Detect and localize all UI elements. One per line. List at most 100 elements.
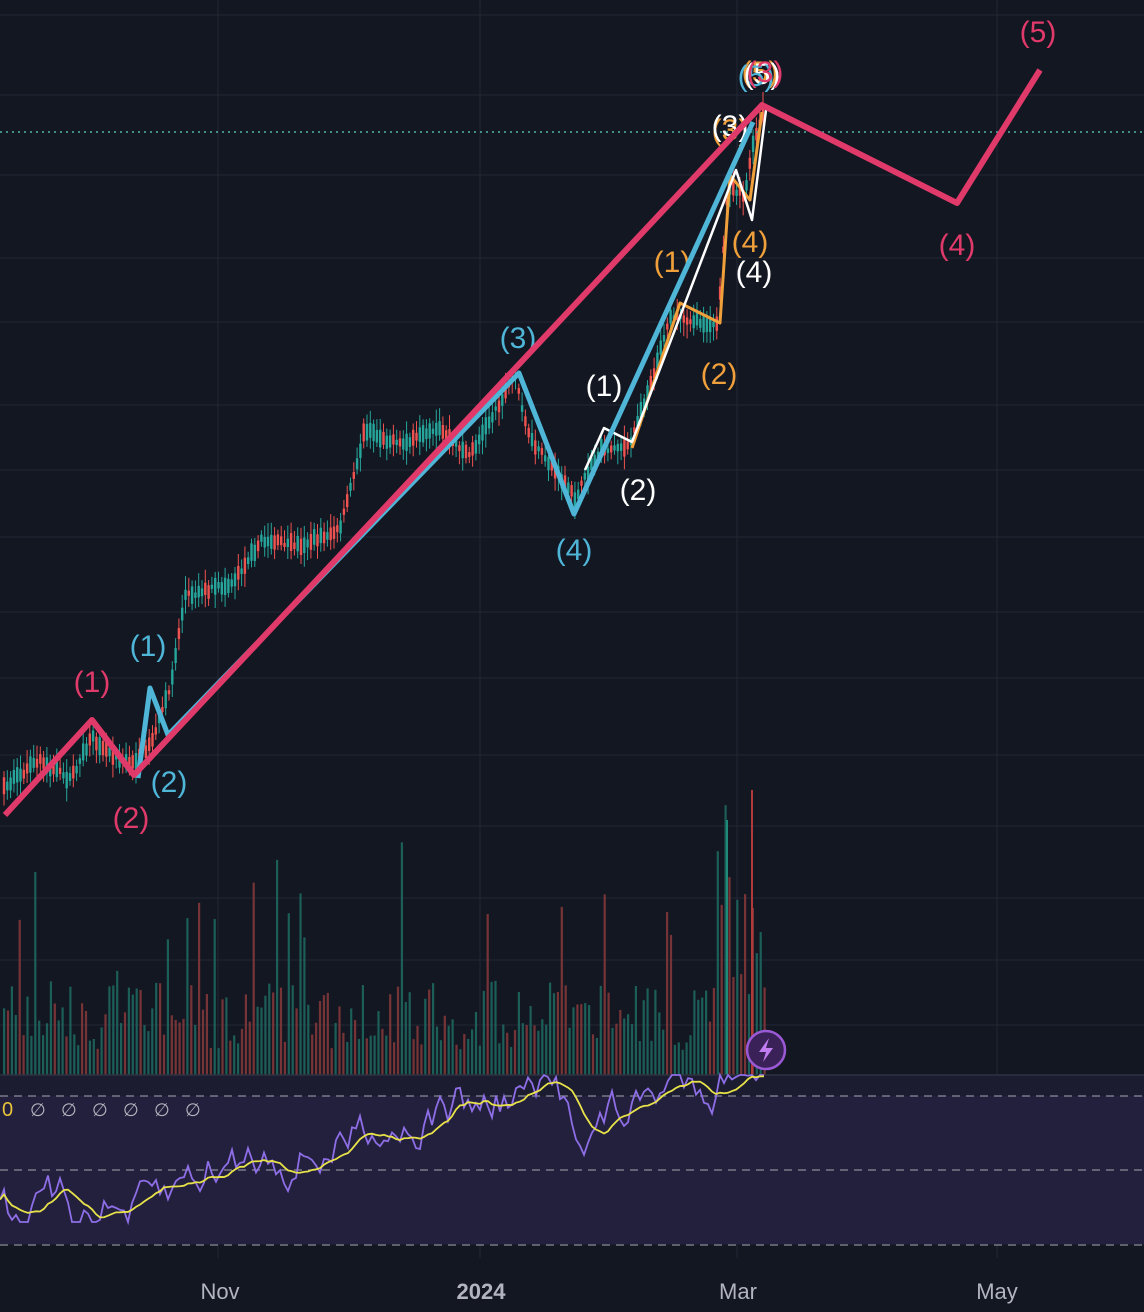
volume-bar bbox=[120, 1023, 123, 1075]
candle-body bbox=[722, 246, 725, 254]
volume-bar bbox=[447, 1025, 450, 1075]
volume-bar bbox=[186, 918, 189, 1075]
volume-bar bbox=[689, 1035, 692, 1075]
volume-bar bbox=[549, 982, 552, 1075]
candle-body bbox=[666, 323, 669, 330]
volume-bar bbox=[81, 1003, 84, 1075]
chart-grid bbox=[0, 0, 1144, 1258]
candle-body bbox=[95, 736, 98, 751]
candle-body bbox=[161, 706, 164, 713]
candle-body bbox=[42, 757, 45, 769]
candle-body bbox=[88, 733, 91, 746]
volume-bar bbox=[135, 988, 138, 1075]
volume-bar bbox=[490, 981, 493, 1075]
volume-bar bbox=[22, 1035, 25, 1075]
candle-body bbox=[689, 319, 692, 324]
volume-bar bbox=[521, 1023, 524, 1075]
candle-body bbox=[643, 398, 646, 412]
lightning-icon[interactable] bbox=[745, 1029, 787, 1071]
volume-bar bbox=[545, 1024, 548, 1075]
candle-body bbox=[190, 586, 194, 604]
candle-body bbox=[441, 425, 445, 439]
candle-body bbox=[355, 458, 359, 470]
candle-body bbox=[101, 741, 105, 756]
volume-bar bbox=[30, 1035, 33, 1075]
candle-body bbox=[474, 440, 478, 454]
volume-bar bbox=[311, 1034, 314, 1075]
candle-body bbox=[583, 472, 586, 480]
wave-intermediate-label: (2) bbox=[151, 766, 188, 799]
volume-bar bbox=[744, 894, 747, 1075]
volume-bar bbox=[104, 1014, 107, 1075]
volume-bar bbox=[100, 1027, 103, 1075]
candle-body bbox=[659, 340, 662, 355]
volume-bar bbox=[560, 906, 563, 1075]
volume-bar bbox=[225, 997, 228, 1075]
volume-bar bbox=[123, 1012, 127, 1075]
volume-bar bbox=[459, 1049, 462, 1075]
volume-bar bbox=[638, 1041, 641, 1075]
candle-body bbox=[504, 383, 507, 399]
candle-body bbox=[540, 448, 544, 455]
volume-bar bbox=[720, 904, 723, 1075]
volume-bar bbox=[84, 1010, 88, 1075]
candle-body bbox=[283, 542, 286, 547]
candle-body bbox=[464, 444, 468, 459]
volume-bar bbox=[147, 1031, 150, 1075]
candle-body bbox=[735, 189, 738, 196]
candle-body bbox=[322, 531, 326, 544]
candle-body bbox=[652, 368, 656, 379]
candle-body bbox=[270, 534, 273, 549]
candle-body bbox=[230, 579, 233, 587]
candle-body bbox=[131, 755, 134, 769]
candle-body bbox=[544, 455, 547, 462]
volume-bar bbox=[541, 1019, 544, 1075]
wave-primary-label: (2) bbox=[113, 802, 150, 835]
volume-bar bbox=[221, 999, 224, 1075]
volume-bar bbox=[96, 1048, 99, 1075]
volume-bar bbox=[396, 986, 400, 1075]
candle-body bbox=[580, 480, 583, 486]
candle-body bbox=[547, 456, 550, 471]
candle-body bbox=[699, 318, 702, 328]
candle-body bbox=[530, 432, 534, 447]
volume-bar bbox=[315, 1022, 318, 1075]
candle-body bbox=[247, 557, 250, 565]
volume-bar bbox=[229, 1040, 232, 1075]
volume-bar bbox=[482, 990, 485, 1075]
rsi-na-marker: ∅ bbox=[123, 1100, 139, 1120]
candle-body bbox=[237, 565, 240, 580]
volume-bar bbox=[584, 1003, 587, 1075]
volume-bar bbox=[295, 1008, 298, 1075]
candle-body bbox=[646, 385, 649, 402]
volume-bar bbox=[166, 939, 169, 1075]
candle-body bbox=[250, 543, 253, 561]
candle-body bbox=[501, 394, 504, 406]
volume-bar bbox=[178, 1022, 181, 1075]
volume-bar bbox=[747, 994, 751, 1075]
candle-body bbox=[497, 400, 501, 413]
candle-body bbox=[623, 439, 626, 457]
volume-bar bbox=[471, 1029, 474, 1075]
candle-body bbox=[39, 754, 42, 764]
candle-body bbox=[662, 335, 666, 342]
candle-body bbox=[25, 763, 29, 774]
x-tick-label: Nov bbox=[200, 1279, 239, 1304]
candle-body bbox=[62, 772, 65, 779]
volume-bar bbox=[143, 1025, 146, 1075]
candle-body bbox=[329, 527, 332, 541]
candle-body bbox=[72, 765, 75, 779]
candle-body bbox=[240, 568, 243, 574]
candle-body bbox=[171, 669, 174, 685]
candle-body bbox=[392, 434, 395, 445]
candle-body bbox=[570, 485, 573, 497]
volume-bar bbox=[174, 1019, 177, 1075]
candle-body bbox=[52, 761, 55, 775]
candle-body bbox=[712, 321, 715, 328]
volume-bar bbox=[170, 1015, 173, 1075]
volume-bar bbox=[420, 1044, 423, 1075]
candle-body bbox=[438, 421, 441, 436]
candle-body bbox=[128, 756, 131, 769]
volume-bar bbox=[385, 1035, 388, 1075]
candle-body bbox=[154, 727, 157, 735]
